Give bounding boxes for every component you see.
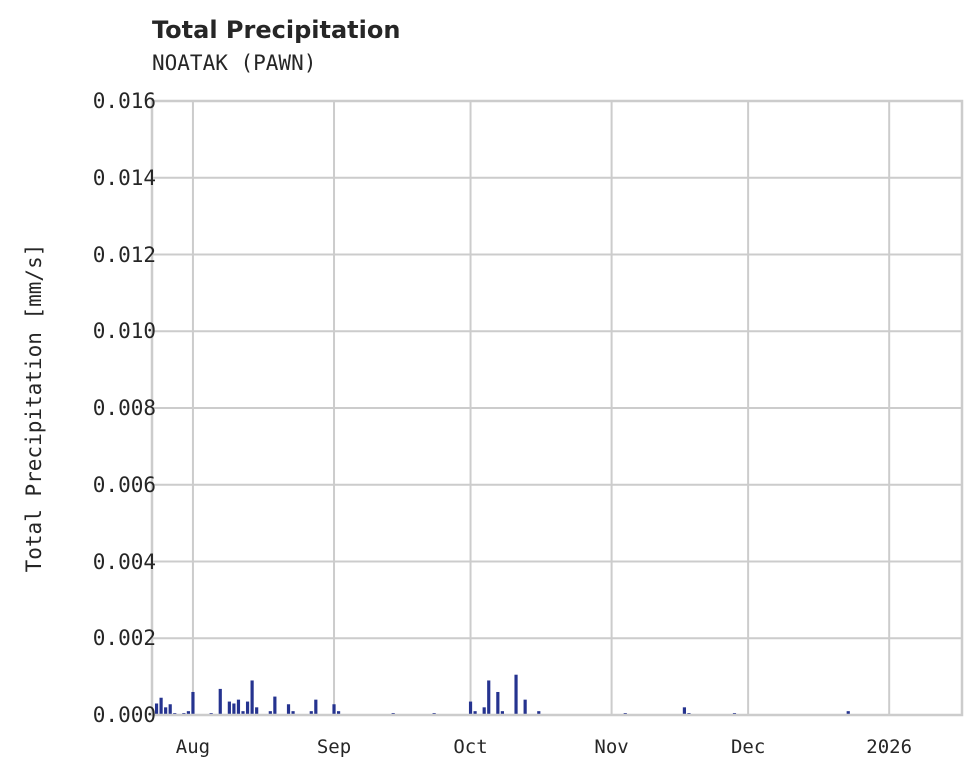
precipitation-bar — [514, 674, 518, 715]
precipitation-bar — [846, 711, 850, 715]
precipitation-bar — [309, 711, 313, 715]
gridlines — [152, 100, 962, 716]
precipitation-bar — [682, 707, 687, 715]
precipitation-bar — [241, 711, 245, 715]
precipitation-bar — [268, 711, 272, 715]
y-tick-label: 0.002 — [92, 626, 156, 651]
chart-subtitle: NOATAK (PAWN) — [152, 51, 317, 75]
y-tick-label: 0.006 — [92, 472, 156, 497]
precipitation-bar — [186, 711, 190, 715]
chart-title: Total Precipitation — [152, 16, 401, 44]
precipitation-bar — [273, 696, 277, 715]
precipitation-bar — [468, 701, 473, 715]
precipitation-bar — [314, 699, 318, 715]
y-tick-label: 0.016 — [92, 89, 156, 113]
y-tick-label: 0.014 — [92, 165, 156, 190]
precipitation-bar — [218, 688, 222, 715]
x-tick-label: Dec — [730, 736, 766, 758]
precipitation-bar — [154, 703, 159, 715]
precipitation-bar — [496, 691, 500, 715]
precipitation-bar — [482, 707, 486, 715]
x-tick-label: Aug — [175, 736, 211, 758]
x-tick-label: Oct — [453, 736, 488, 758]
precipitation-bar — [487, 680, 491, 715]
precipitation-bar — [473, 711, 477, 715]
precipitation-bar — [236, 699, 241, 715]
y-tick-label: 0.000 — [92, 703, 156, 727]
precipitation-bar — [255, 707, 259, 715]
y-tick-label: 0.008 — [92, 396, 156, 420]
x-tick-label: Nov — [594, 736, 629, 758]
precipitation-bar — [168, 704, 172, 715]
y-tick-label: 0.004 — [92, 549, 156, 574]
y-tick-label: 0.012 — [92, 242, 156, 267]
precipitation-bar — [232, 703, 236, 715]
x-tick-label: 2026 — [866, 736, 913, 758]
precipitation-bar — [250, 680, 254, 715]
precipitation-bar — [286, 704, 291, 715]
x-tick-label: Sep — [316, 736, 352, 758]
precipitation-bar — [245, 701, 250, 715]
plot-frame — [150, 99, 964, 717]
precipitation-bars — [154, 674, 850, 715]
precipitation-bar — [523, 699, 527, 715]
precipitation-bar — [336, 711, 341, 715]
precipitation-bar — [537, 711, 541, 715]
precipitation-bar — [227, 701, 231, 715]
precipitation-bar — [159, 697, 163, 715]
precipitation-bar — [332, 704, 336, 715]
precipitation-bar — [164, 707, 168, 715]
precipitation-bar — [191, 691, 195, 715]
precipitation-bar — [291, 711, 295, 715]
y-tick-label: 0.010 — [92, 319, 156, 344]
precipitation-bar — [500, 711, 504, 715]
